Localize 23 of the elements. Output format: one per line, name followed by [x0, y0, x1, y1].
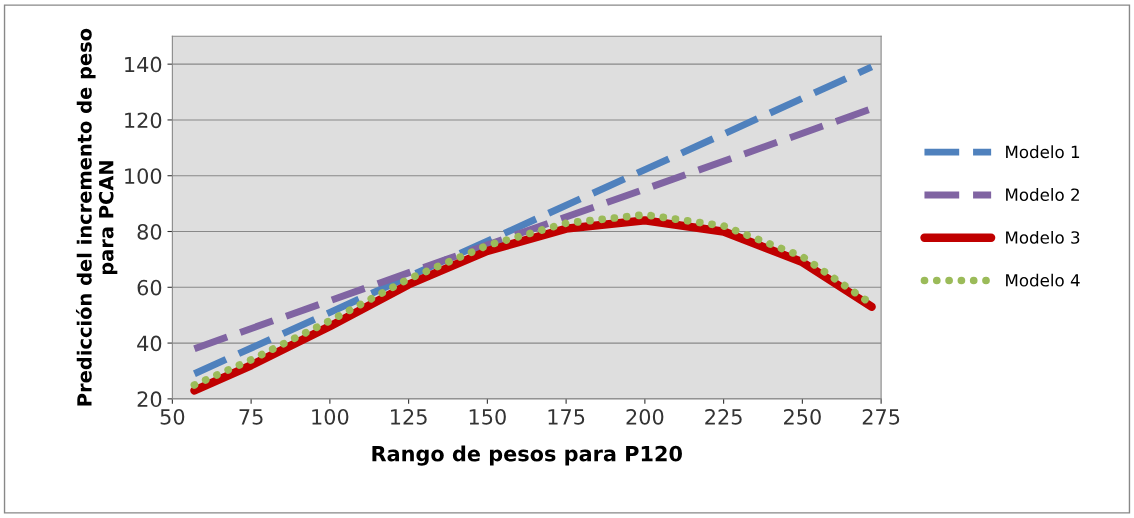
y-tick-label: 120: [125, 112, 162, 129]
legend-label: Modelo 3: [1006, 230, 1080, 244]
x-tick-label: 100: [312, 408, 349, 425]
y-tick-label: 140: [125, 56, 162, 73]
x-tick-label: 50: [160, 408, 185, 425]
x-tick-label: 200: [626, 408, 664, 425]
x-tick-label: 125: [391, 408, 427, 425]
y-tick-label: 60: [137, 279, 162, 296]
x-tick-label: 250: [784, 408, 821, 425]
legend-label: Modelo 2: [1006, 188, 1079, 201]
y-tick-label: 40: [137, 335, 162, 352]
x-tick-label: 225: [705, 408, 742, 425]
y-axis-title: Predicción del incremento de peso para PCAN: [75, 28, 118, 406]
x-tick-label: 150: [469, 408, 506, 425]
y-tick-label: 80: [137, 223, 162, 240]
legend-label: Modelo 1: [1006, 145, 1080, 159]
y-tick-label: 100: [125, 168, 162, 184]
x-axis-title: Rango de pesos para P120: [372, 445, 682, 466]
y-tick-label: 20: [137, 391, 162, 408]
x-tick-label: 175: [548, 409, 585, 425]
x-tick-label: 275: [862, 408, 900, 425]
x-tick-label: 75: [239, 409, 263, 425]
legend-label: Modelo 4: [1006, 273, 1080, 287]
